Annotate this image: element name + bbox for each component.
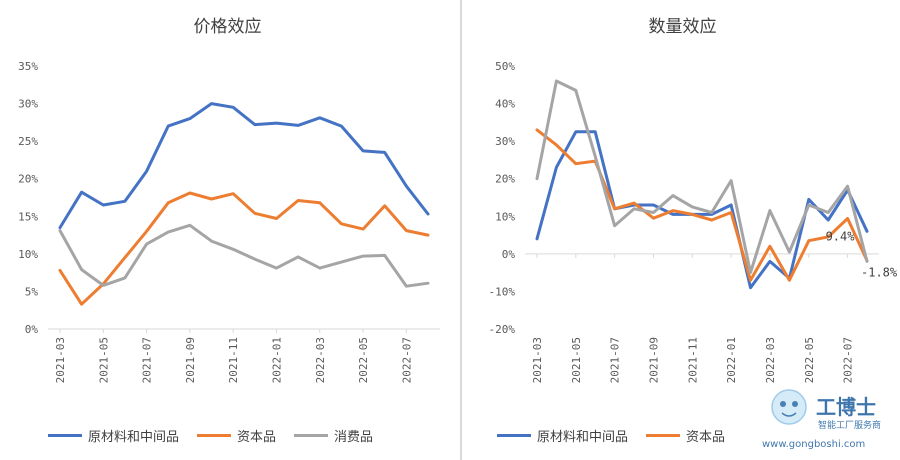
x-tick-label: 2021-11 — [686, 337, 699, 383]
legend-swatch-intermediate — [48, 434, 82, 437]
legend: 原材料和中间品 资本品 消费品 — [48, 426, 391, 445]
mascot-eye-icon — [780, 401, 786, 407]
capital-line — [58, 191, 430, 306]
data-label: 9.4% — [826, 230, 856, 244]
legend: 原材料和中间品 资本品 — [497, 426, 743, 445]
y-tick-label: 10% — [18, 248, 38, 261]
legend-swatch-capital — [197, 434, 232, 437]
x-tick-label: 2022-01 — [725, 337, 738, 383]
y-tick-label: 25% — [18, 135, 38, 148]
capital-line — [535, 128, 869, 282]
price-effect-panel: 价格效应 35% 30% 25% 20% 15% 10% 5% 0% 2021-03 2021-0… — [18, 17, 440, 445]
mascot-smile-icon — [781, 412, 797, 417]
y-tick-label: 20% — [18, 173, 38, 186]
legend-label: 资本品 — [237, 430, 277, 445]
legend-item-capital: 资本品 — [197, 426, 276, 445]
y-tick-label: 50% — [495, 60, 515, 73]
watermark-brand: 工博士 — [816, 395, 876, 419]
watermark-url: www.gongboshi.com — [762, 439, 865, 450]
legend-item-intermediate: 原材料和中间品 — [497, 426, 628, 445]
legend-swatch-intermediate — [497, 434, 531, 437]
y-tick-label: -10% — [489, 285, 516, 298]
intermediate-line — [58, 102, 430, 230]
x-tick-label: 2022-07 — [842, 337, 855, 383]
y-tick-label: 5% — [25, 285, 39, 298]
x-tick-label: 2022-05 — [803, 337, 816, 383]
x-tick-label: 2021-07 — [141, 337, 154, 383]
panel-divider — [460, 0, 462, 460]
y-tick-label: 30% — [18, 98, 38, 111]
x-tick-label: 2021-03 — [54, 337, 67, 383]
legend-label: 资本品 — [686, 430, 726, 445]
legend-item-consumer: 消费品 — [294, 426, 373, 445]
y-tick-label: 35% — [18, 60, 38, 73]
consumer-line — [58, 223, 430, 288]
legend-item-capital: 资本品 — [646, 426, 725, 445]
legend-label: 原材料和中间品 — [88, 430, 180, 445]
y-tick-label: 10% — [495, 210, 515, 223]
watermark-subtitle: 智能工厂服务商 — [818, 419, 881, 431]
quantity-effect-panel: 数量效应 50% 40% 30% 20% 10% 0% -10% -20% 2021-03 202… — [465, 0, 900, 460]
y-tick-label: 40% — [495, 98, 515, 111]
y-tick-label: 0% — [502, 248, 516, 261]
chart-title: 数量效应 — [648, 17, 717, 37]
x-tick-label: 2021-09 — [647, 337, 660, 383]
y-tick-label: 15% — [18, 210, 38, 223]
legend-label: 消费品 — [334, 430, 374, 445]
x-tick-label: 2021-03 — [531, 337, 544, 383]
y-tick-label: -20% — [489, 323, 516, 336]
x-tick-label: 2022-07 — [400, 337, 413, 383]
x-tick-label: 2022-01 — [270, 337, 283, 383]
mascot-icon — [771, 389, 807, 425]
intermediate-line — [535, 130, 869, 290]
x-tick-label: 2021-05 — [97, 337, 110, 383]
price-effect-chart: 35% 30% 25% 20% 15% 10% 5% 0% 2021-03 2021-05 2021… — [18, 60, 440, 383]
x-tick-label: 2022-05 — [357, 337, 370, 383]
legend-item-intermediate: 原材料和中间品 — [48, 426, 179, 445]
x-tick-label: 2022-03 — [314, 337, 327, 383]
quantity-effect-chart: 50% 40% 30% 20% 10% 0% -10% -20% 2021-03 2021-05 2… — [489, 60, 898, 383]
x-tick-label: 2021-05 — [570, 337, 583, 383]
y-tick-label: 30% — [495, 135, 515, 148]
consumer-line — [535, 79, 869, 275]
y-tick-label: 0% — [25, 323, 39, 336]
mascot-eye-icon — [792, 401, 798, 407]
legend-swatch-capital — [646, 434, 681, 437]
legend-label: 原材料和中间品 — [537, 430, 629, 445]
x-tick-label: 2022-03 — [764, 337, 777, 383]
x-tick-label: 2021-07 — [609, 337, 622, 383]
data-label: -1.8% — [861, 266, 898, 280]
x-tick-label: 2021-11 — [227, 337, 240, 383]
legend-swatch-consumer — [294, 434, 329, 437]
chart-title: 价格效应 — [193, 17, 262, 37]
x-tick-label: 2021-09 — [184, 337, 197, 383]
y-tick-label: 20% — [495, 173, 515, 186]
